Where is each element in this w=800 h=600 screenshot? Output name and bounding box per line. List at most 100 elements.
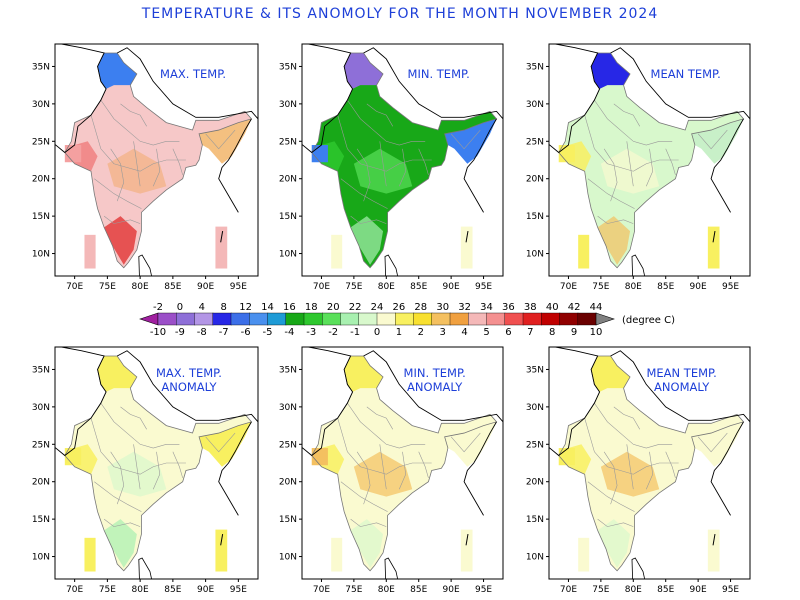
colorbar-top-label: 18 xyxy=(305,302,318,313)
lakshadweep-box xyxy=(578,537,590,572)
region-north xyxy=(344,52,384,89)
state-boundary xyxy=(603,148,618,202)
lakshadweep-box xyxy=(331,537,343,572)
andaman-islands xyxy=(712,534,716,546)
pakistan-border xyxy=(55,44,107,154)
colorbar-swatch xyxy=(577,312,597,326)
state-boundary xyxy=(103,518,141,527)
colorbar-swatch xyxy=(413,312,433,326)
colorbar-bottom-label: -6 xyxy=(241,327,251,338)
colorbar-top-label: 30 xyxy=(436,302,449,313)
colorbar-right-arrow xyxy=(595,312,615,326)
lakshadweep-box xyxy=(331,234,343,269)
myanmar-border xyxy=(463,421,497,516)
pakistan-border xyxy=(549,44,601,154)
colorbar-swatch xyxy=(212,312,232,326)
colorbar-swatch xyxy=(486,312,506,326)
state-boundary xyxy=(340,481,388,512)
map-panel: 70E 75E 80E 85E 90E 95E 35N 30N 25N 20N 15N 10N MAX.… xyxy=(32,43,259,292)
state-boundary xyxy=(418,148,429,176)
colorbar-bottom-label: 7 xyxy=(527,327,533,338)
sri-lanka-outline xyxy=(631,557,646,579)
lat-label: 20N xyxy=(32,478,50,488)
panel-title: MAX. TEMP. xyxy=(156,366,222,380)
colorbar-bottom-label: 2 xyxy=(418,327,424,338)
colorbar-bottom-label: -5 xyxy=(263,327,273,338)
lon-label: 80E xyxy=(132,282,149,292)
panel-title: MIN. TEMP. xyxy=(404,366,466,380)
colorbar-top-label: 14 xyxy=(261,302,274,313)
lon-label: 75E xyxy=(99,585,116,595)
map-panel: 70E 75E 80E 85E 90E 95E 35N 30N 25N 20N 15N 10N MEAN… xyxy=(526,43,751,292)
colorbar-swatch xyxy=(230,312,250,326)
region-south xyxy=(104,216,137,265)
lat-label: 30N xyxy=(32,403,50,413)
region-central xyxy=(353,148,413,194)
andaman-islands xyxy=(220,231,224,243)
state-boundary xyxy=(172,148,183,176)
colorbar-bottom-label: 4 xyxy=(461,327,467,338)
colorbar-bottom-label: 8 xyxy=(549,327,555,338)
region-central xyxy=(600,451,660,497)
state-boundary xyxy=(584,418,679,475)
lon-label: 85E xyxy=(164,585,181,595)
state-boundary xyxy=(120,406,147,430)
colorbar-top-label: 0 xyxy=(177,302,183,313)
colorbar-top-label: 28 xyxy=(414,302,427,313)
state-boundary xyxy=(133,141,141,187)
state-boundary xyxy=(152,451,161,490)
lat-label: 25N xyxy=(32,440,50,450)
colorbar-bottom-label: -4 xyxy=(284,327,294,338)
state-boundary xyxy=(665,148,676,176)
lat-label: 30N xyxy=(32,100,50,110)
map-area xyxy=(55,347,258,579)
lat-label: 30N xyxy=(526,100,544,110)
state-boundary xyxy=(645,148,654,187)
region-north xyxy=(344,355,384,392)
lon-label: 90E xyxy=(443,585,460,595)
region-north xyxy=(97,52,137,89)
map-frame xyxy=(54,43,259,277)
state-boundary xyxy=(697,129,728,150)
colorbar-left-arrow xyxy=(139,312,159,326)
state-boundary xyxy=(450,129,481,150)
colorbar-swatch xyxy=(176,312,196,326)
map-area xyxy=(55,44,258,276)
lon-label: 70E xyxy=(560,282,577,292)
region-central xyxy=(107,451,167,497)
state-boundary xyxy=(584,115,679,172)
lon-label: 75E xyxy=(345,282,362,292)
colorbar-top-label: 24 xyxy=(371,302,384,313)
lat-label: 15N xyxy=(32,212,50,222)
state-boundary xyxy=(133,444,141,490)
colorbar-top-label: 22 xyxy=(349,302,362,313)
lon-label: 70E xyxy=(560,585,577,595)
region-north xyxy=(591,355,631,392)
region-south xyxy=(597,519,631,568)
lat-label: 30N xyxy=(526,403,544,413)
colorbar-swatch xyxy=(504,312,524,326)
panel-title: ANOMALY xyxy=(407,380,463,394)
lon-label: 75E xyxy=(592,282,609,292)
colorbar-swatch xyxy=(340,312,360,326)
colorbar-top-label: 16 xyxy=(283,302,296,313)
map-area xyxy=(549,347,750,579)
lat-label: 10N xyxy=(279,553,297,563)
colorbar-bottom-label: -9 xyxy=(175,327,185,338)
region-central xyxy=(600,148,660,194)
sri-lanka-outline xyxy=(138,557,152,579)
map-panel: 70E 75E 80E 85E 90E 95E 35N 30N 25N 20N 15N 10N MEAN… xyxy=(526,346,751,595)
state-boundary xyxy=(379,444,387,490)
state-boundary xyxy=(597,215,634,224)
lon-label: 85E xyxy=(410,282,427,292)
colorbar-top-label: 32 xyxy=(458,302,471,313)
state-boundary xyxy=(94,178,142,209)
lon-label: 70E xyxy=(313,282,330,292)
colorbar-swatch xyxy=(157,312,177,326)
lat-label: 30N xyxy=(279,100,297,110)
map-area xyxy=(302,44,503,276)
andaman-islands xyxy=(220,534,224,546)
myanmar-border xyxy=(218,421,252,516)
lon-label: 80E xyxy=(132,585,149,595)
state-boundary xyxy=(398,148,407,187)
